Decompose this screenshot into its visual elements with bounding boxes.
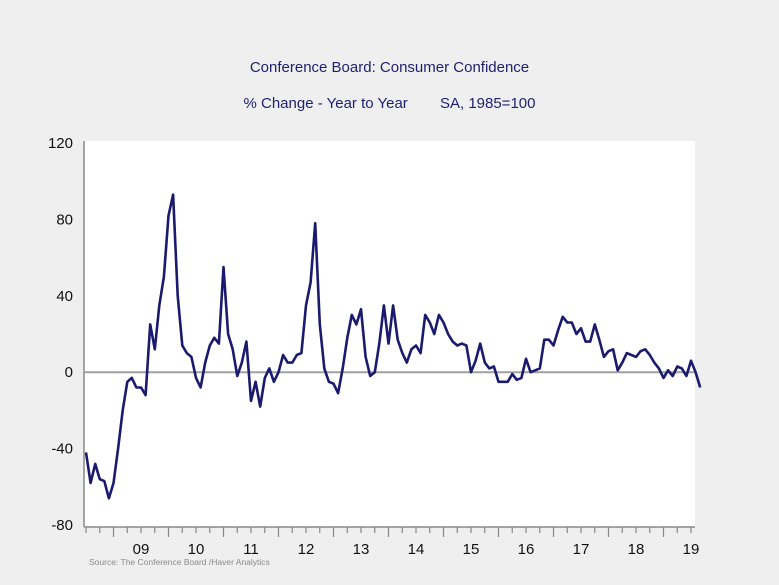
- x-tick-label: 18: [628, 541, 645, 558]
- y-tick-label: 40: [56, 288, 73, 305]
- series-group: [84, 193, 702, 500]
- x-tick-label: 10: [188, 541, 205, 558]
- y-tick-label: 80: [56, 211, 73, 228]
- x-tick-label: 09: [133, 541, 150, 558]
- x-tick-label: 15: [463, 541, 480, 558]
- y-tick-label: 0: [65, 364, 73, 381]
- chart-title: Conference Board: Consumer Confidence: [249, 59, 530, 76]
- x-tick-label: 11: [243, 541, 259, 558]
- y-tick-label: -80: [51, 517, 73, 534]
- chart-subtitle-note: SA, 1985=100: [439, 95, 536, 112]
- chart-subtitle-row: % Change - Year to Year SA, 1985=100: [0, 95, 779, 112]
- x-tick-label: 16: [518, 541, 535, 558]
- source-note: Source: The Conference Board /Haver Anal…: [89, 557, 270, 567]
- x-tick-label: 19: [683, 541, 700, 558]
- x-tick-label: 17: [573, 541, 590, 558]
- series-line: [84, 193, 702, 500]
- y-tick-label: 120: [48, 135, 73, 152]
- y-tick-labels: 120 80 40 0 -40 -80: [48, 135, 73, 534]
- x-tick-label: 13: [353, 541, 370, 558]
- x-ticks: 09 10 11 12 13 14 15 16 17 18 19: [85, 527, 700, 558]
- x-tick-label: 12: [298, 541, 315, 558]
- chart-subtitle: % Change - Year to Year: [243, 95, 408, 112]
- x-tick-label: 14: [408, 541, 425, 558]
- y-tick-label: -40: [51, 441, 73, 458]
